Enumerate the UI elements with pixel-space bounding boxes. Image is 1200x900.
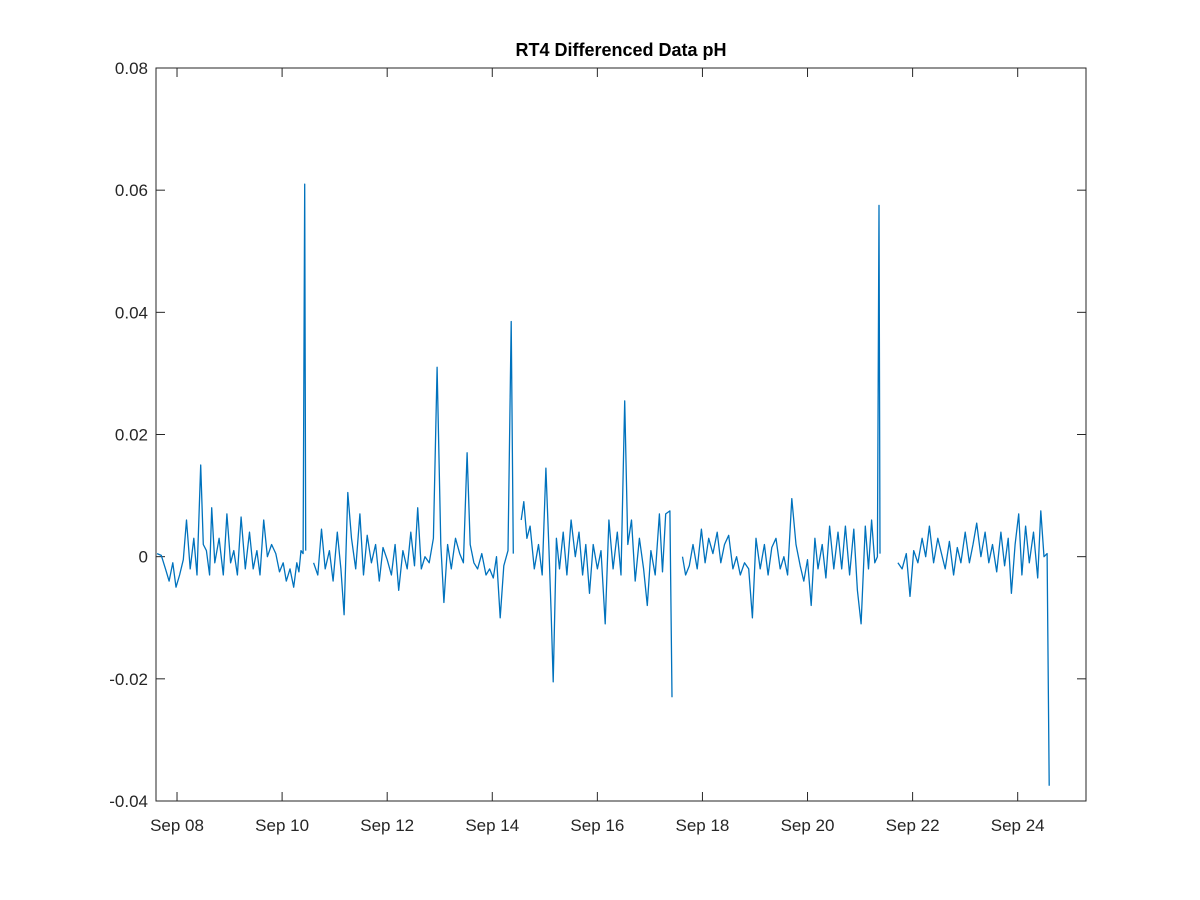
x-tick-labels: Sep 08 Sep 10 Sep 12 Sep 14 Sep 16 Sep 18 Sep … (150, 816, 1045, 835)
x-tick-label: Sep 16 (570, 816, 624, 835)
x-tick-label: Sep 08 (150, 816, 204, 835)
series-line-segment (156, 183, 307, 588)
y-tick-labels: -0.04 -0.02 0 0.02 0.04 0.06 0.08 (109, 59, 148, 811)
x-tick-label: Sep 24 (991, 816, 1045, 835)
x-tick-label: Sep 12 (360, 816, 414, 835)
y-tick-label: 0.08 (115, 59, 148, 78)
y-tick-label: 0 (139, 548, 148, 567)
x-tick-label: Sep 10 (255, 816, 309, 835)
x-tick-label: Sep 22 (886, 816, 940, 835)
y-tick-label: -0.04 (109, 792, 148, 811)
x-tick-label: Sep 14 (465, 816, 519, 835)
x-tick-label: Sep 20 (781, 816, 835, 835)
axes-box (155, 67, 1087, 802)
y-tick-label: 0.06 (115, 181, 148, 200)
y-tick-label: -0.02 (109, 670, 148, 689)
y-tick-label: 0.04 (115, 303, 148, 322)
y-tick-label: 0.02 (115, 426, 148, 445)
series-line-segment (312, 320, 514, 619)
series-line-segment (681, 204, 881, 625)
axis-ticks (156, 67, 1086, 802)
series-line-segment (520, 400, 673, 698)
series-line-segment (897, 510, 1050, 786)
chart-title: RT4 Differenced Data pH (515, 40, 726, 60)
x-tick-label: Sep 18 (675, 816, 729, 835)
data-series (156, 183, 1050, 786)
plot-background (156, 68, 1086, 801)
